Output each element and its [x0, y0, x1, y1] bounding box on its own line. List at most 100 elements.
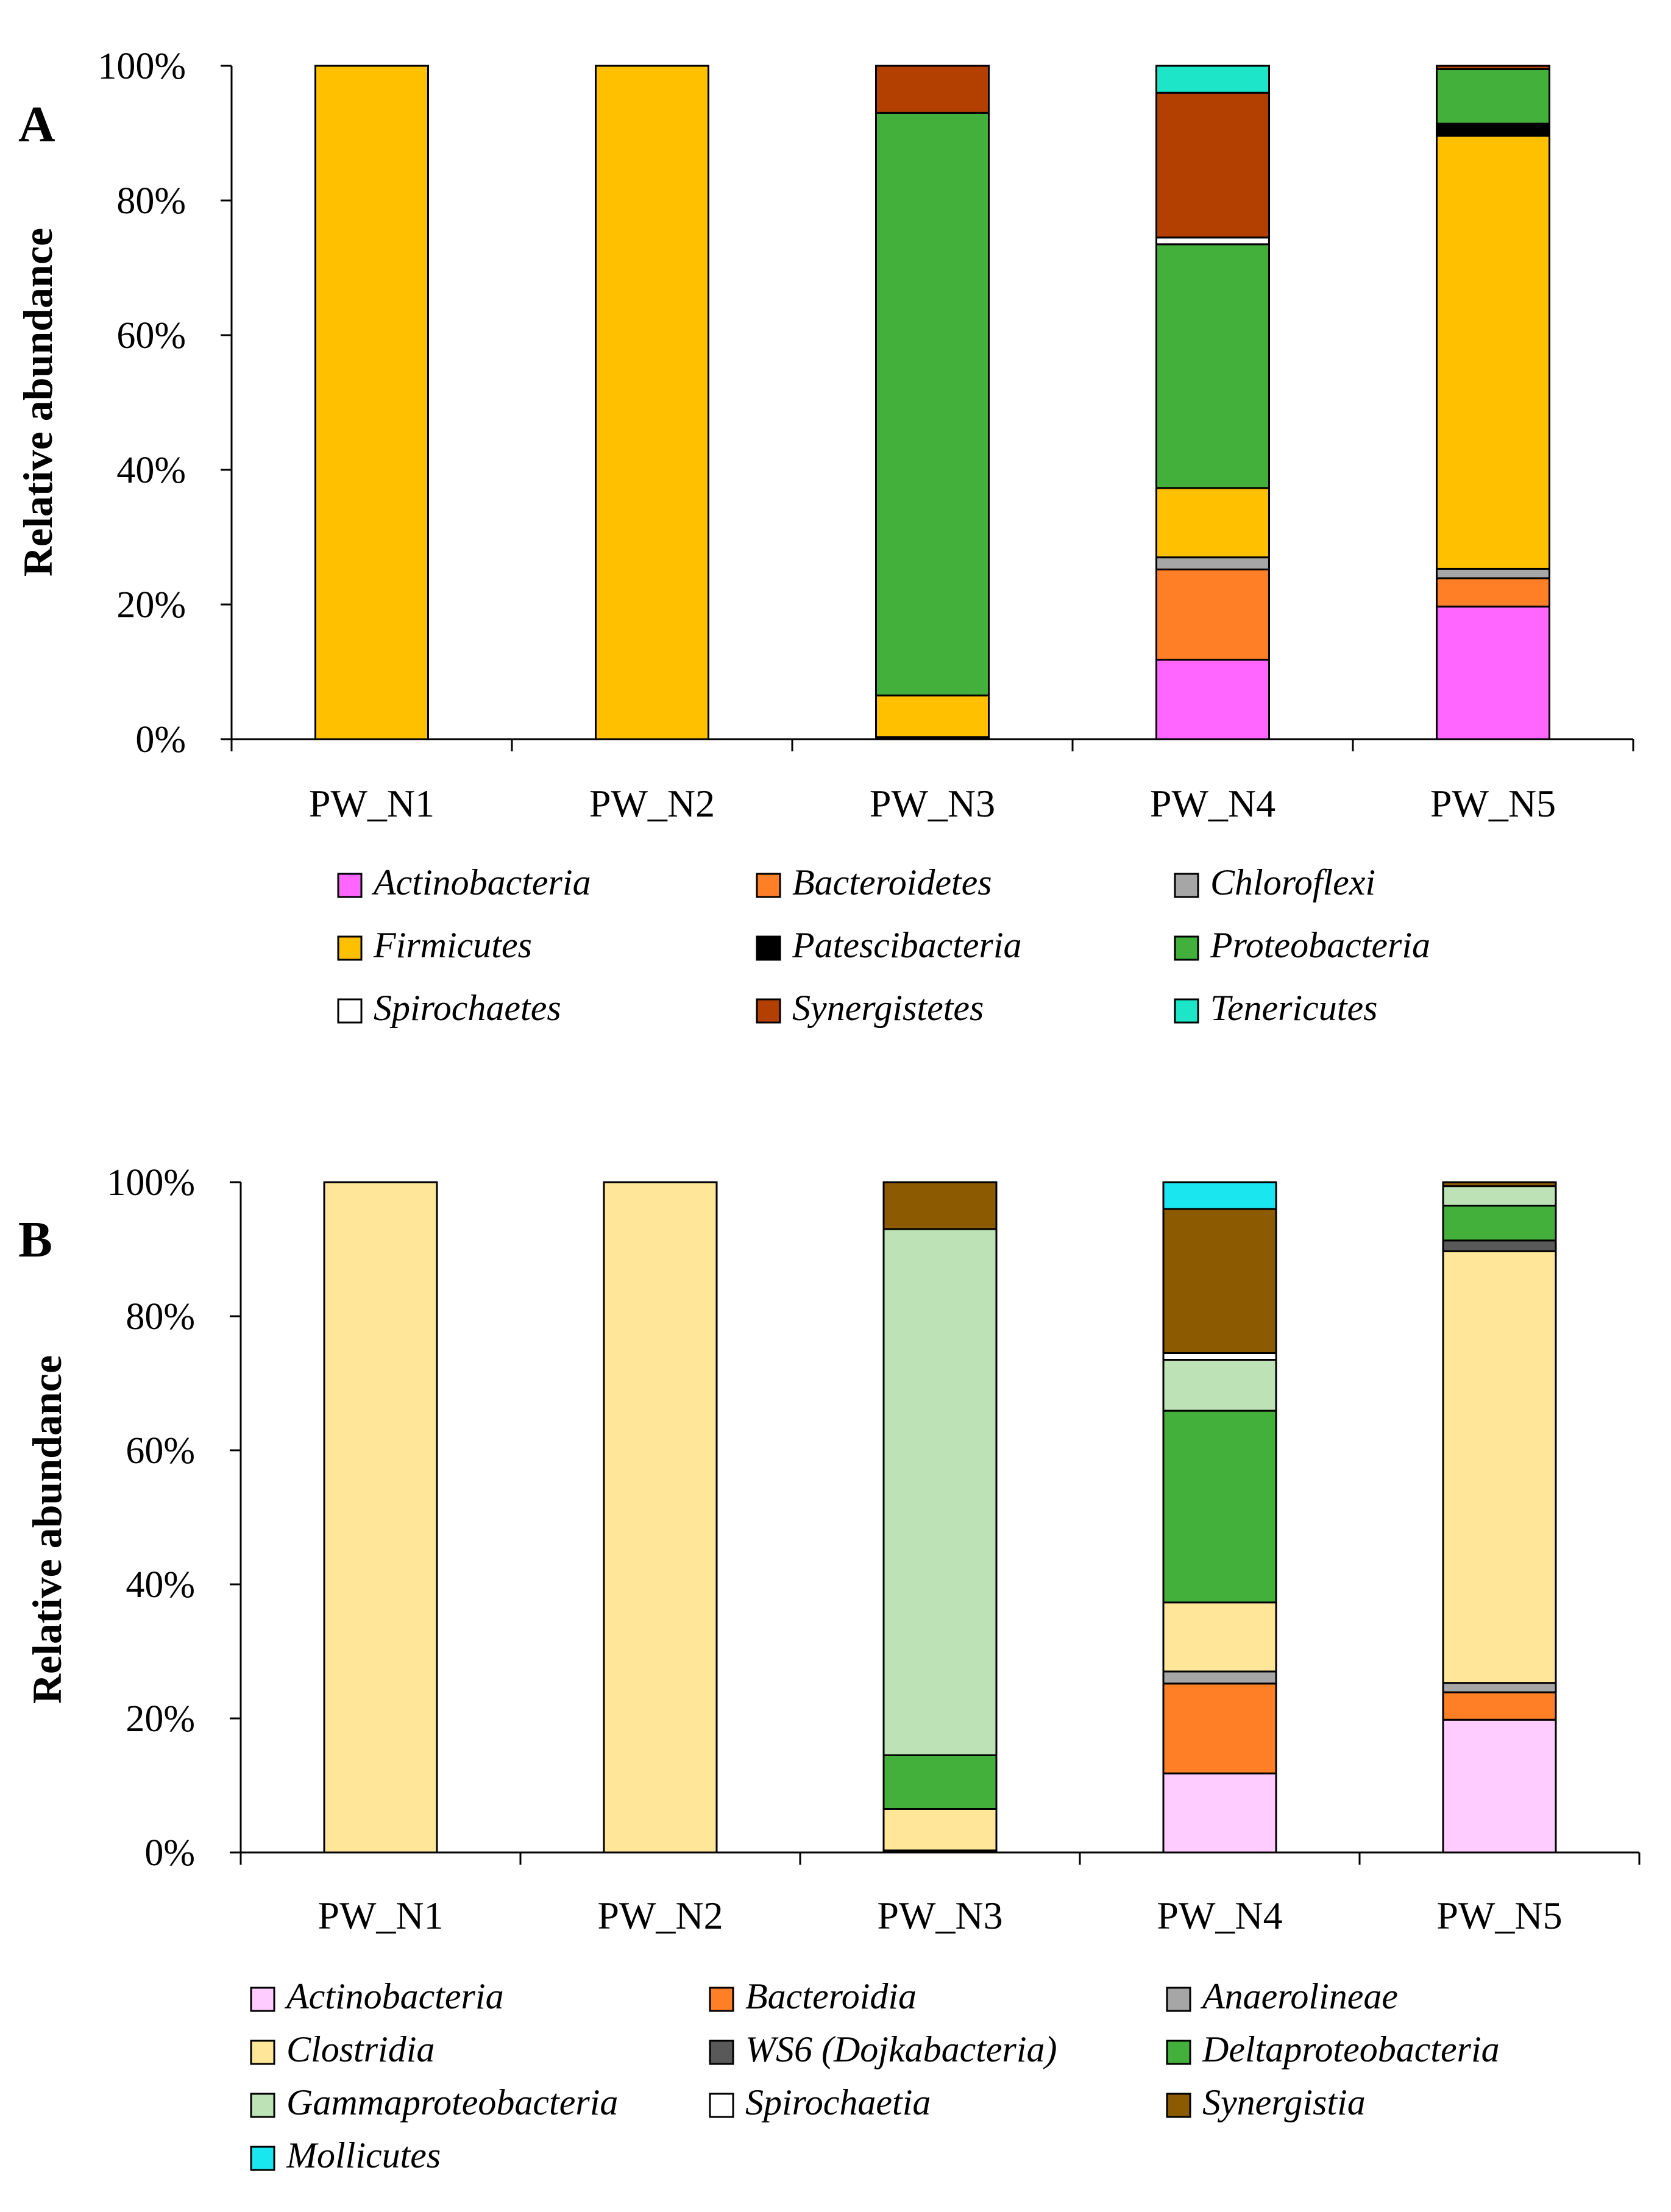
legend-swatch-mollicutes — [250, 2146, 275, 2171]
bar-segment-pw-n5-bacteroidetes — [1436, 577, 1550, 608]
x-category-label: PW_N4 — [1157, 1894, 1282, 1937]
bar-segment-pw-n3-firmicutes — [875, 694, 990, 739]
bar-segment-pw-n4-mollicutes — [1162, 1181, 1277, 1210]
x-category-label: PW_N4 — [1150, 782, 1275, 825]
bar-segment-pw-n4-actinobacteria — [1162, 1772, 1277, 1854]
bar-segment-pw-n3-proteobacteria — [875, 112, 990, 697]
bar-segment-pw-n1-firmicutes — [314, 65, 429, 740]
bar-segment-pw-n4-anaerolineae — [1162, 1670, 1277, 1685]
legend-swatch-synergistetes — [756, 998, 781, 1024]
legend-label-firmicutes: Firmicutes — [373, 925, 532, 965]
bar-segment-pw-n5-bacteroidia — [1442, 1691, 1557, 1721]
x-category-label: PW_N5 — [1430, 782, 1556, 825]
bar-segment-pw-n3-gammaproteobacteria — [882, 1228, 998, 1756]
legend-label-patescibacteria: Patescibacteria — [792, 925, 1022, 965]
y-tick-label: 80% — [116, 180, 186, 222]
bar-segment-pw-n5-anaerolineae — [1442, 1682, 1557, 1693]
legend-label-proteobacteria: Proteobacteria — [1210, 925, 1430, 965]
bar-segment-pw-n5-firmicutes — [1436, 135, 1550, 570]
legend-swatch-anaerolineae — [1166, 1987, 1191, 2012]
legend-swatch-proteobacteria — [1174, 935, 1199, 961]
legend-swatch-chloroflexi — [1174, 873, 1199, 898]
bar-segment-pw-n3-clostridia — [882, 1808, 998, 1852]
y-tick-label: 60% — [116, 315, 186, 356]
bar-segment-pw-n5-gammaproteobacteria — [1442, 1185, 1557, 1207]
y-tick-label: 0% — [144, 1832, 195, 1874]
bar-segment-pw-n5-ws6-dojkabacteria — [1442, 1239, 1557, 1252]
y-tick-label: 100% — [107, 1162, 195, 1203]
legend-swatch-gammaproteobacteria — [250, 2093, 275, 2118]
legend-label-actinobacteria: Actinobacteria — [284, 1976, 504, 2016]
legend-label-tenericutes: Tenericutes — [1210, 988, 1377, 1028]
y-tick-label: 60% — [126, 1430, 195, 1472]
bar-segment-pw-n4-proteobacteria — [1155, 243, 1270, 489]
bar-segment-pw-n3-synergistia — [882, 1181, 998, 1230]
legend-label-synergistia: Synergistia — [1202, 2082, 1366, 2122]
legend-label-spirochaetes: Spirochaetes — [374, 988, 561, 1028]
panel-label-b: B — [18, 1211, 52, 1268]
y-tick-label: 40% — [116, 450, 186, 491]
panel-b: B Relative abundance 0% 20% 40% 60% 80% 100% P… — [18, 1162, 1641, 2175]
y-tick-label: 20% — [116, 584, 186, 626]
y-tick-label: 80% — [126, 1296, 195, 1338]
x-category-label: PW_N1 — [309, 782, 435, 825]
y-tick-label: 20% — [126, 1698, 195, 1740]
legend-swatch-ws6-dojkabacteria — [709, 2040, 734, 2065]
bar-segment-pw-n4-synergistia — [1162, 1208, 1277, 1354]
legend-label-mollicutes: Mollicutes — [286, 2135, 441, 2175]
legend-swatch-patescibacteria — [756, 935, 781, 961]
legend-label-spirochaetia: Spirochaetia — [745, 2082, 931, 2122]
bar-segment-pw-n5-chloroflexi — [1436, 567, 1550, 580]
y-axis-label-a: Relative abundance — [15, 228, 61, 576]
legend-label-deltaproteobacteria: Deltaproteobacteria — [1202, 2029, 1500, 2069]
legend: Actinobacteria Bacteroidetes Chloroflexi Fi… — [337, 862, 1430, 1028]
bar-segment-pw-n5-patescibacteria — [1436, 122, 1550, 137]
legend-swatch-spirochaetia — [709, 2093, 734, 2118]
legend-swatch-clostridia — [250, 2040, 275, 2065]
legend-label-clostridia: Clostridia — [286, 2029, 435, 2069]
legend-swatch-tenericutes — [1174, 998, 1199, 1024]
legend-label-ws6-dojkabacteria: WS6 (Dojkabacteria) — [745, 2029, 1057, 2069]
legend-label-anaerolineae: Anaerolineae — [1200, 1976, 1398, 2016]
bar-segment-pw-n4-tenericutes — [1155, 65, 1270, 94]
bar-segment-pw-n4-synergistetes — [1155, 91, 1270, 239]
legend-swatch-bacteroidia — [709, 1987, 734, 2012]
bar-segment-pw-n4-deltaproteobacteria — [1162, 1409, 1277, 1604]
bar-segment-pw-n5-proteobacteria — [1436, 68, 1550, 125]
legend: Actinobacteria Bacteroidia Anaerolineae Clo… — [250, 1976, 1500, 2175]
panel-a: A Relative abundance 0% 20% 40% 60% 80% 100% P… — [15, 46, 1634, 1028]
bar-segment-pw-n4-bacteroidetes — [1155, 569, 1270, 661]
bar-segment-pw-n5-synergistia — [1442, 1181, 1557, 1188]
x-category-label: PW_N3 — [870, 782, 995, 825]
bar-segment-pw-n4-clostridia — [1162, 1601, 1277, 1673]
bar-segment-pw-n5-actinobacteria — [1442, 1718, 1557, 1854]
x-category-label: PW_N1 — [318, 1894, 443, 1937]
bar-segment-pw-n4-chloroflexi — [1155, 556, 1270, 571]
legend-label-synergistetes: Synergistetes — [792, 988, 984, 1028]
legend-label-bacteroidetes: Bacteroidetes — [792, 862, 992, 902]
y-tick-label: 0% — [135, 719, 186, 760]
legend-swatch-firmicutes — [337, 935, 363, 961]
y-axis-label-b: Relative abundance — [24, 1355, 70, 1704]
bar-segment-pw-n4-spirochaetes — [1155, 236, 1270, 246]
legend-label-gammaproteobacteria: Gammaproteobacteria — [286, 2082, 618, 2122]
legend-swatch-bacteroidetes — [756, 873, 781, 898]
bar-segment-pw-n4-firmicutes — [1155, 487, 1270, 559]
x-category-label: PW_N5 — [1436, 1894, 1562, 1937]
legend-label-actinobacteria: Actinobacteria — [371, 862, 591, 902]
bar-segment-pw-n2-firmicutes — [595, 65, 709, 740]
legend-swatch-synergistia — [1166, 2093, 1191, 2118]
bar-segment-pw-n3-synergistetes — [875, 65, 990, 114]
bar-segment-pw-n4-bacteroidia — [1162, 1682, 1277, 1774]
bar-segment-pw-n5-deltaproteobacteria — [1442, 1205, 1557, 1242]
legend-swatch-spirochaetes — [337, 998, 363, 1024]
panel-label-a: A — [18, 96, 55, 153]
y-tick-label: 100% — [98, 46, 186, 87]
x-category-label: PW_N3 — [877, 1894, 1002, 1937]
legend-swatch-deltaproteobacteria — [1166, 2040, 1191, 2065]
bar-segment-pw-n3-deltaproteobacteria — [882, 1754, 998, 1810]
bar-segment-pw-n5-clostridia — [1442, 1250, 1557, 1684]
x-category-label: PW_N2 — [589, 782, 715, 825]
legend-label-bacteroidia: Bacteroidia — [745, 1976, 917, 2016]
